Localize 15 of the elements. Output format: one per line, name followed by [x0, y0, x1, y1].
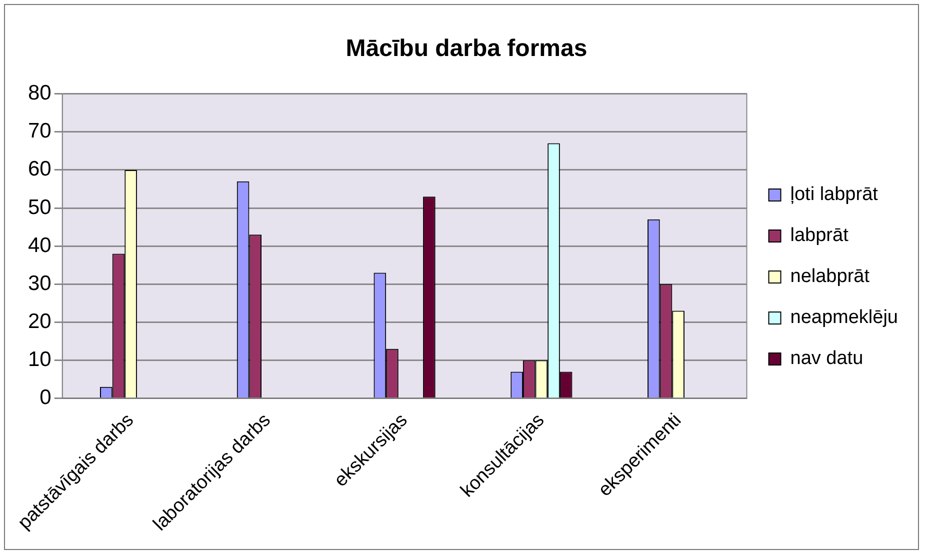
y-tick-label: 50 [28, 196, 52, 219]
y-tick-label: 20 [28, 310, 52, 334]
legend-label: nav datu [790, 348, 864, 370]
y-tick-label: 70 [28, 120, 52, 143]
y-tick-label: 30 [28, 272, 52, 295]
legend-label: nelabprāt [790, 266, 870, 288]
y-tick-label: 10 [28, 348, 52, 372]
chart-title: Mācību darba formas [346, 35, 588, 62]
y-tick-label: 0 [40, 386, 52, 410]
y-tick-label: 80 [28, 82, 52, 105]
y-tick-label: 40 [28, 234, 52, 257]
y-tick-label: 60 [28, 158, 52, 181]
legend-label: ļoti labprāt [790, 184, 879, 206]
legend-label: labprāt [790, 225, 850, 246]
legend-label: neapmeklēju [790, 307, 898, 328]
